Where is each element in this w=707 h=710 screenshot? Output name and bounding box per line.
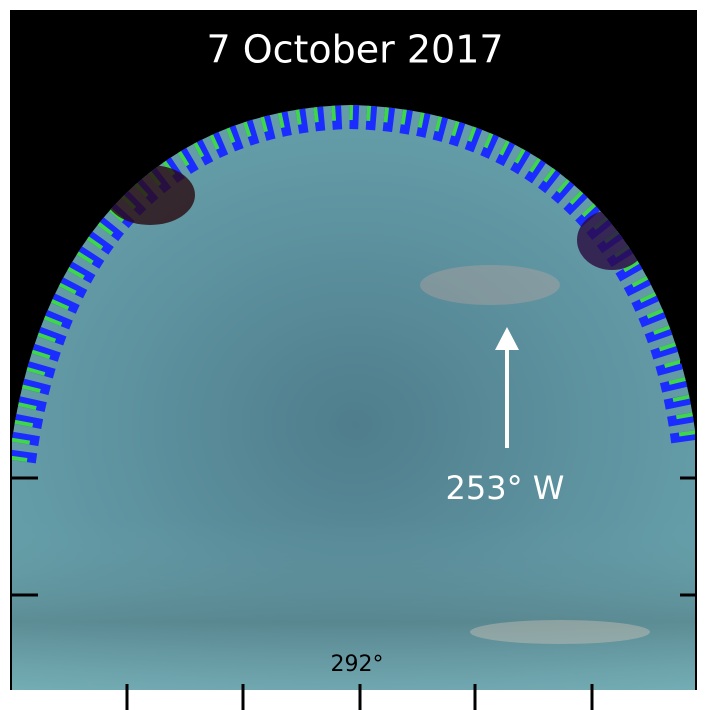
bottom-label: 292° [331, 652, 384, 677]
arrow-label: 253° W [446, 469, 565, 507]
image: 7 October 2017 253° W 292° [0, 0, 707, 710]
title: 7 October 2017 [206, 28, 503, 72]
